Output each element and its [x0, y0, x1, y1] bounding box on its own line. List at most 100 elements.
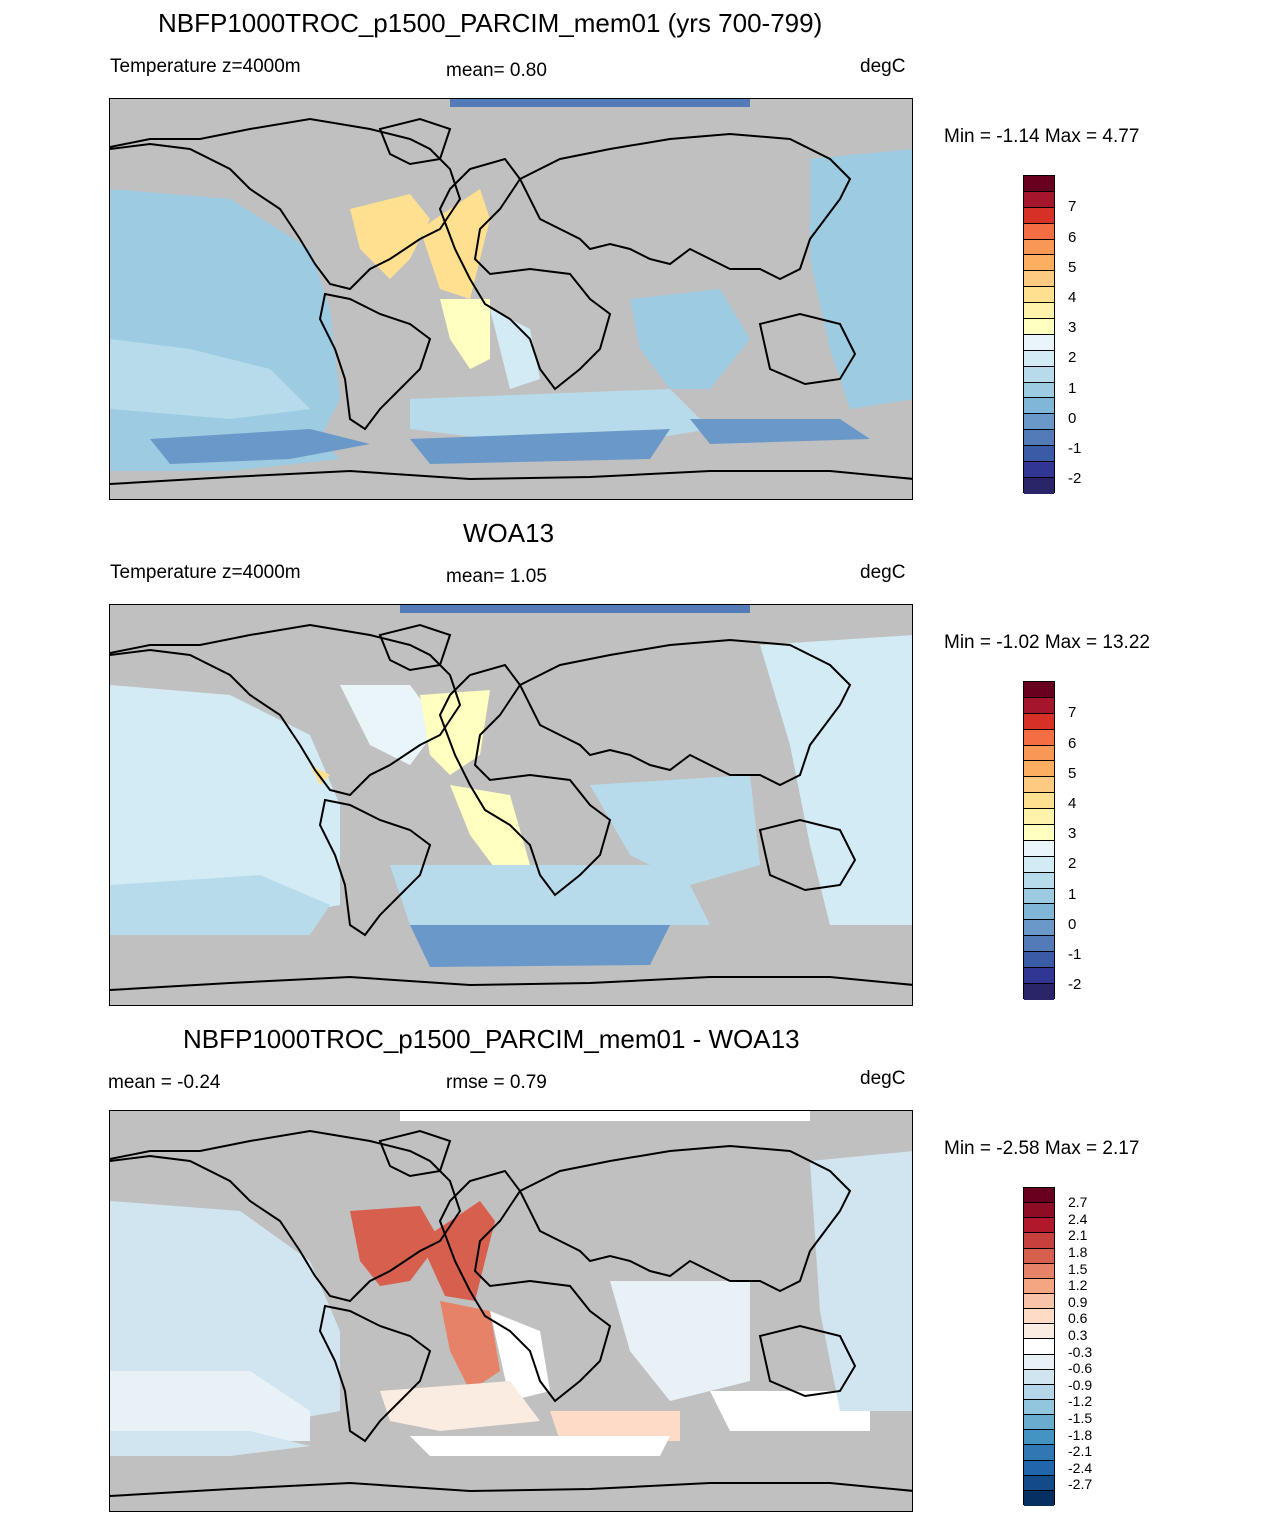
colorbar-segment — [1024, 856, 1054, 873]
colorbar-segment — [1024, 1233, 1054, 1249]
colorbar-segment — [1024, 1430, 1054, 1446]
colorbar-segment — [1024, 682, 1054, 698]
colorbar-segment — [1024, 697, 1054, 714]
colorbar-tick-label: -2 — [1068, 976, 1082, 994]
colorbar-segment — [1024, 1399, 1054, 1416]
colorbar-tick-label: -2.7 — [1068, 1476, 1093, 1493]
colorbar-tick-label: -0.3 — [1068, 1343, 1093, 1360]
panel2-title: WOA13 — [463, 518, 555, 548]
colorbar-tick-label: 2 — [1068, 349, 1077, 367]
colorbar-segment — [1024, 713, 1054, 730]
colorbar-tick-label: 5 — [1068, 258, 1077, 276]
colorbar-segment — [1024, 303, 1054, 320]
colorbar-tick-label: 0.9 — [1068, 1293, 1088, 1310]
colorbar-segment — [1024, 904, 1054, 921]
colorbar-tick-label: 5 — [1068, 764, 1077, 782]
colorbar-tick-label: -0.9 — [1068, 1376, 1093, 1393]
colorbar-segment — [1024, 430, 1054, 447]
colorbar-segment — [1024, 239, 1054, 256]
colorbar-segment — [1024, 840, 1054, 857]
colorbar-tick-label: 2 — [1068, 855, 1077, 873]
colorbar-tick-label: 2.4 — [1068, 1210, 1088, 1227]
colorbar-segment — [1024, 952, 1054, 969]
panel1-mean: mean= 0.80 — [446, 60, 547, 81]
panel2-left-label: Temperature z=4000m — [110, 562, 301, 583]
panel2-minmax: Min = -1.02 Max = 13.22 — [944, 632, 1150, 653]
colorbar-tick-label: 1.2 — [1068, 1277, 1088, 1294]
colorbar-tick-label: 1 — [1068, 885, 1077, 903]
colorbar-tick-label: 1.5 — [1068, 1260, 1088, 1277]
panel2-colorbar — [1023, 681, 1055, 1000]
panel3-title: NBFP1000TROC_p1500_PARCIM_mem01 - WOA13 — [183, 1024, 800, 1054]
colorbar-segment — [1024, 414, 1054, 431]
panel3-map — [109, 1110, 913, 1512]
colorbar-segment — [1024, 1460, 1054, 1476]
colorbar-segment — [1024, 287, 1054, 304]
panel3-rmse: rmse = 0.79 — [446, 1072, 547, 1093]
colorbar-tick-label: 4 — [1068, 288, 1077, 306]
colorbar-segment — [1024, 1415, 1054, 1431]
colorbar-segment — [1024, 176, 1054, 192]
panel1-left-label: Temperature z=4000m — [110, 56, 301, 77]
colorbar-segment — [1024, 872, 1054, 889]
colorbar-tick-label: 3 — [1068, 319, 1077, 337]
colorbar-segment — [1024, 191, 1054, 208]
colorbar-segment — [1024, 793, 1054, 810]
colorbar-segment — [1024, 319, 1054, 335]
colorbar-segment — [1024, 729, 1054, 746]
colorbar-segment — [1024, 382, 1054, 399]
colorbar-segment — [1024, 1490, 1054, 1506]
colorbar-segment — [1024, 1309, 1054, 1325]
panel3-colorbar — [1023, 1187, 1055, 1506]
colorbar-segment — [1024, 271, 1054, 288]
colorbar-segment — [1024, 1248, 1054, 1264]
panel1-title: NBFP1000TROC_p1500_PARCIM_mem01 (yrs 700… — [158, 8, 823, 38]
colorbar-segment — [1024, 366, 1054, 383]
colorbar-tick-label: 6 — [1068, 228, 1077, 246]
colorbar-segment — [1024, 1475, 1054, 1491]
panel2-map — [109, 604, 913, 1006]
colorbar-tick-label: -2.1 — [1068, 1443, 1093, 1460]
colorbar-segment — [1024, 968, 1054, 984]
colorbar-segment — [1024, 1369, 1054, 1385]
colorbar-tick-label: -1.8 — [1068, 1426, 1093, 1443]
colorbar-tick-label: -2.4 — [1068, 1459, 1093, 1476]
colorbar-segment — [1024, 936, 1054, 953]
colorbar-segment — [1024, 745, 1054, 762]
colorbar-segment — [1024, 1278, 1054, 1294]
colorbar-segment — [1024, 1324, 1054, 1340]
colorbar-segment — [1024, 334, 1054, 351]
colorbar-segment — [1024, 1188, 1054, 1204]
panel3-minmax: Min = -2.58 Max = 2.17 — [944, 1138, 1140, 1159]
colorbar-tick-label: -1.5 — [1068, 1409, 1093, 1426]
colorbar-segment — [1024, 207, 1054, 224]
colorbar-tick-label: 0.3 — [1068, 1326, 1088, 1343]
panel1-map — [109, 98, 913, 500]
colorbar-tick-label: 2.1 — [1068, 1227, 1088, 1244]
colorbar-tick-label: 0 — [1068, 409, 1077, 427]
colorbar-tick-label: 3 — [1068, 825, 1077, 843]
colorbar-segment — [1024, 1339, 1054, 1355]
colorbar-tick-label: 0 — [1068, 915, 1077, 933]
panel1-colorbar — [1023, 175, 1055, 494]
colorbar-segment — [1024, 825, 1054, 841]
panel2-units: degC — [860, 562, 906, 583]
colorbar-tick-label: -1 — [1068, 439, 1082, 457]
colorbar-tick-label: 0.6 — [1068, 1310, 1088, 1327]
colorbar-tick-label: -0.6 — [1068, 1360, 1093, 1377]
colorbar-segment — [1024, 1293, 1054, 1310]
panel1-units: degC — [860, 56, 906, 77]
colorbar-segment — [1024, 983, 1054, 1000]
colorbar-tick-label: 7 — [1068, 704, 1077, 722]
colorbar-tick-label: 2.7 — [1068, 1194, 1088, 1211]
panel1-minmax: Min = -1.14 Max = 4.77 — [944, 126, 1140, 147]
colorbar-segment — [1024, 1218, 1054, 1234]
colorbar-segment — [1024, 1445, 1054, 1461]
panel3-mean: mean = -0.24 — [108, 1072, 221, 1093]
colorbar-segment — [1024, 462, 1054, 478]
colorbar-segment — [1024, 398, 1054, 415]
colorbar-segment — [1024, 446, 1054, 463]
colorbar-tick-label: 1.8 — [1068, 1243, 1088, 1260]
colorbar-segment — [1024, 761, 1054, 778]
colorbar-segment — [1024, 1203, 1054, 1219]
